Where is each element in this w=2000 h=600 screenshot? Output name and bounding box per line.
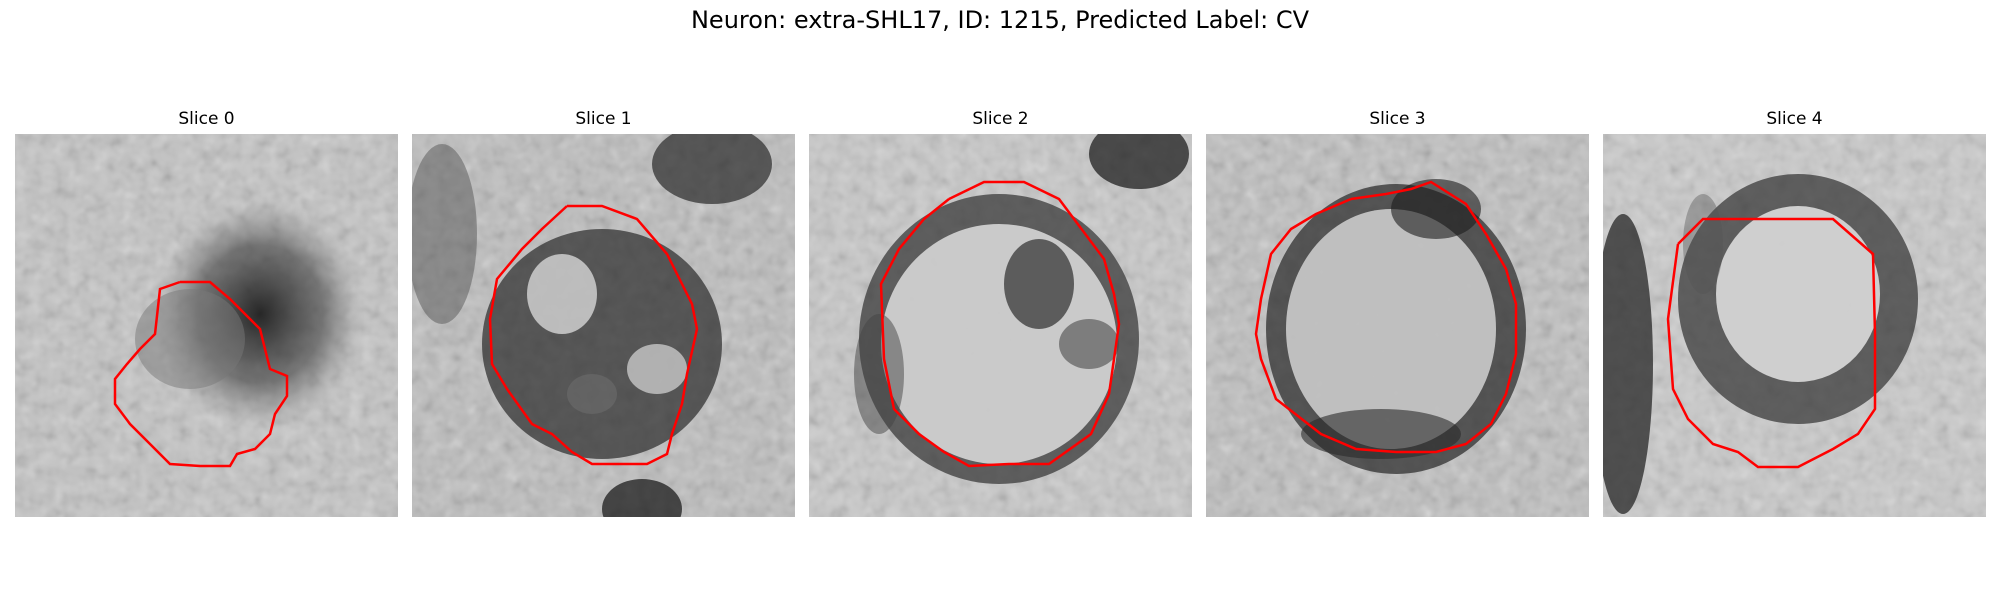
slice-image <box>412 134 795 517</box>
slice-image <box>809 134 1192 517</box>
slice-panel: Slice 0 <box>15 108 398 517</box>
contour-line <box>879 180 1121 468</box>
contour-line <box>1254 180 1518 454</box>
slice-title: Slice 0 <box>178 109 235 129</box>
slice-panel: Slice 2 <box>809 108 1192 517</box>
slice-title: Slice 1 <box>575 109 632 129</box>
figure-title: Neuron: extra-SHL17, ID: 1215, Predicted… <box>690 6 1310 34</box>
contour-line <box>488 204 699 466</box>
slice-image <box>1206 134 1589 517</box>
slice-panel: Slice 4 <box>1603 108 1986 517</box>
slice-title: Slice 2 <box>972 109 1029 129</box>
slice-panel: Slice 3 <box>1206 108 1589 517</box>
slice-title: Slice 3 <box>1369 109 1426 129</box>
contour-line <box>1666 217 1877 469</box>
slice-image <box>1603 134 1986 517</box>
slice-panel: Slice 1 <box>412 108 795 517</box>
contour-line <box>113 280 289 468</box>
slice-title: Slice 4 <box>1766 109 1823 129</box>
slice-image <box>15 134 398 517</box>
